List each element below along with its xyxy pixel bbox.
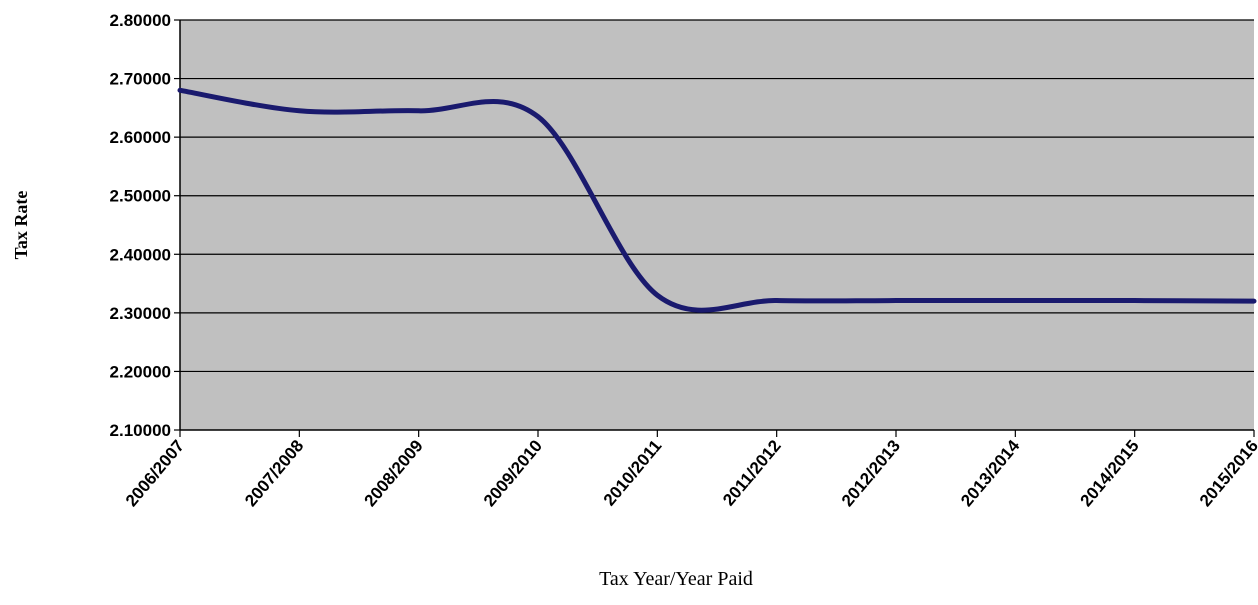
x-tick-label: 2006/2007 — [122, 436, 188, 510]
x-tick-label: 2008/2009 — [361, 436, 427, 510]
x-axis-title: Tax Year/Year Paid — [599, 568, 753, 590]
y-tick-label: 2.50000 — [110, 187, 171, 206]
y-tick-label: 2.10000 — [110, 421, 171, 440]
x-tick-label: 2013/2014 — [957, 436, 1024, 510]
y-tick-label: 2.60000 — [110, 128, 171, 147]
x-tick-label: 2010/2011 — [600, 436, 666, 509]
x-tick-label: 2015/2016 — [1196, 436, 1258, 510]
x-tick-marks — [179, 430, 1255, 437]
x-tick-label: 2012/2013 — [838, 436, 904, 510]
y-gridlines — [180, 19, 1254, 373]
x-tick-label: 2011/2012 — [719, 436, 785, 509]
plot-background — [180, 20, 1254, 430]
tax-rate-series-line — [177, 87, 1257, 313]
y-tick-label: 2.30000 — [110, 304, 171, 323]
y-tick-label: 2.70000 — [110, 70, 171, 89]
y-tick-label: 2.80000 — [110, 11, 171, 30]
y-tick-label: 2.20000 — [110, 362, 171, 381]
x-tick-label: 2009/2010 — [480, 436, 546, 510]
x-tick-labels: 2006/2007 2007/2008 2008/2009 2009/2010 2010… — [122, 436, 1258, 510]
y-tick-label: 2.40000 — [110, 245, 171, 264]
x-tick-label: 2007/2008 — [241, 436, 307, 510]
y-tick-marks — [174, 19, 180, 431]
y-axis-title: Tax Rate — [11, 191, 31, 260]
x-tick-label: 2014/2015 — [1077, 436, 1143, 510]
y-tick-labels: 2.10000 2.20000 2.30000 2.40000 2.50000 2.600… — [110, 11, 171, 440]
